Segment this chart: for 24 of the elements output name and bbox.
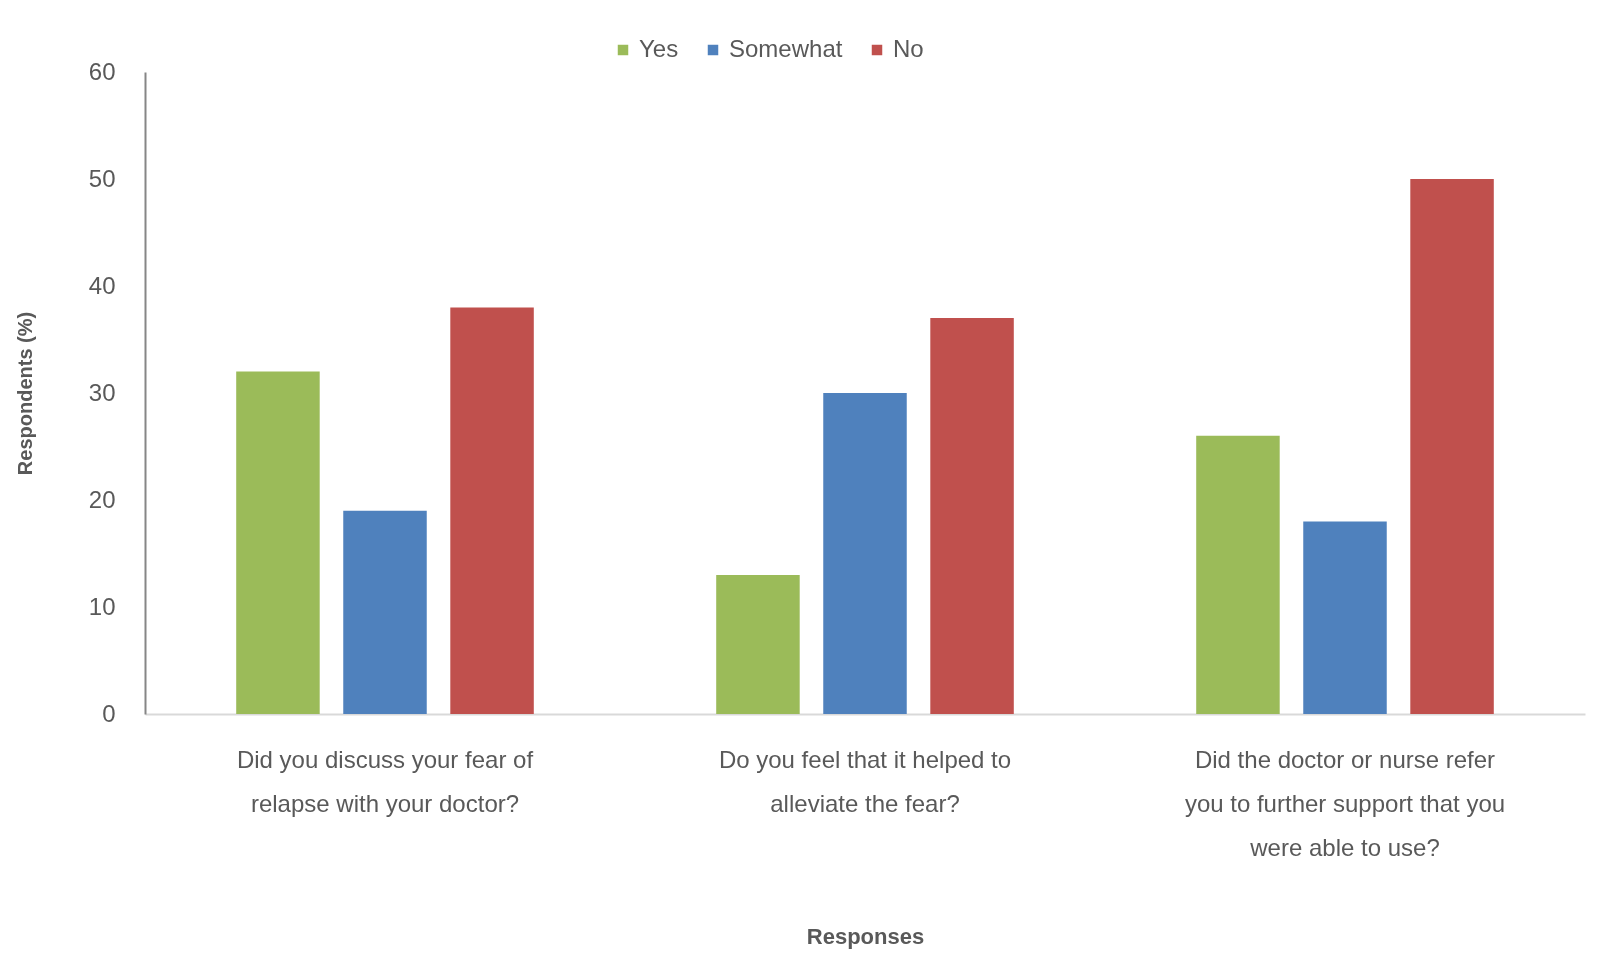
y-tick-label: 0	[102, 699, 116, 727]
y-tick-label: 40	[88, 271, 116, 299]
bar	[343, 510, 427, 714]
bar	[1410, 179, 1494, 714]
legend-label: Somewhat	[729, 35, 843, 62]
legend-label: Yes	[639, 35, 679, 62]
y-tick-label: 50	[88, 164, 116, 192]
y-tick-label: 60	[88, 57, 116, 85]
y-tick-label: 10	[88, 592, 116, 620]
bar	[1196, 435, 1280, 714]
bar	[450, 307, 534, 714]
y-tick-label: 30	[88, 378, 116, 406]
x-tick-label: Did the doctor or nurse refer you to further support that you were able to use?	[1184, 745, 1506, 861]
x-axis-title: Responses	[806, 923, 925, 949]
x-tick-label: Did you discuss your fear of relapse with your doctor?	[236, 745, 534, 817]
y-axis-title: Respondents (%)	[13, 311, 36, 476]
bar	[930, 318, 1014, 714]
legend-label: No	[893, 35, 924, 62]
bar	[236, 371, 320, 714]
bar	[823, 393, 907, 714]
x-tick-label: Do you feel that it helped to alleviate the fear?	[718, 745, 1012, 817]
bar	[716, 574, 800, 714]
y-tick-label: 20	[88, 485, 116, 513]
bar	[1303, 521, 1387, 714]
